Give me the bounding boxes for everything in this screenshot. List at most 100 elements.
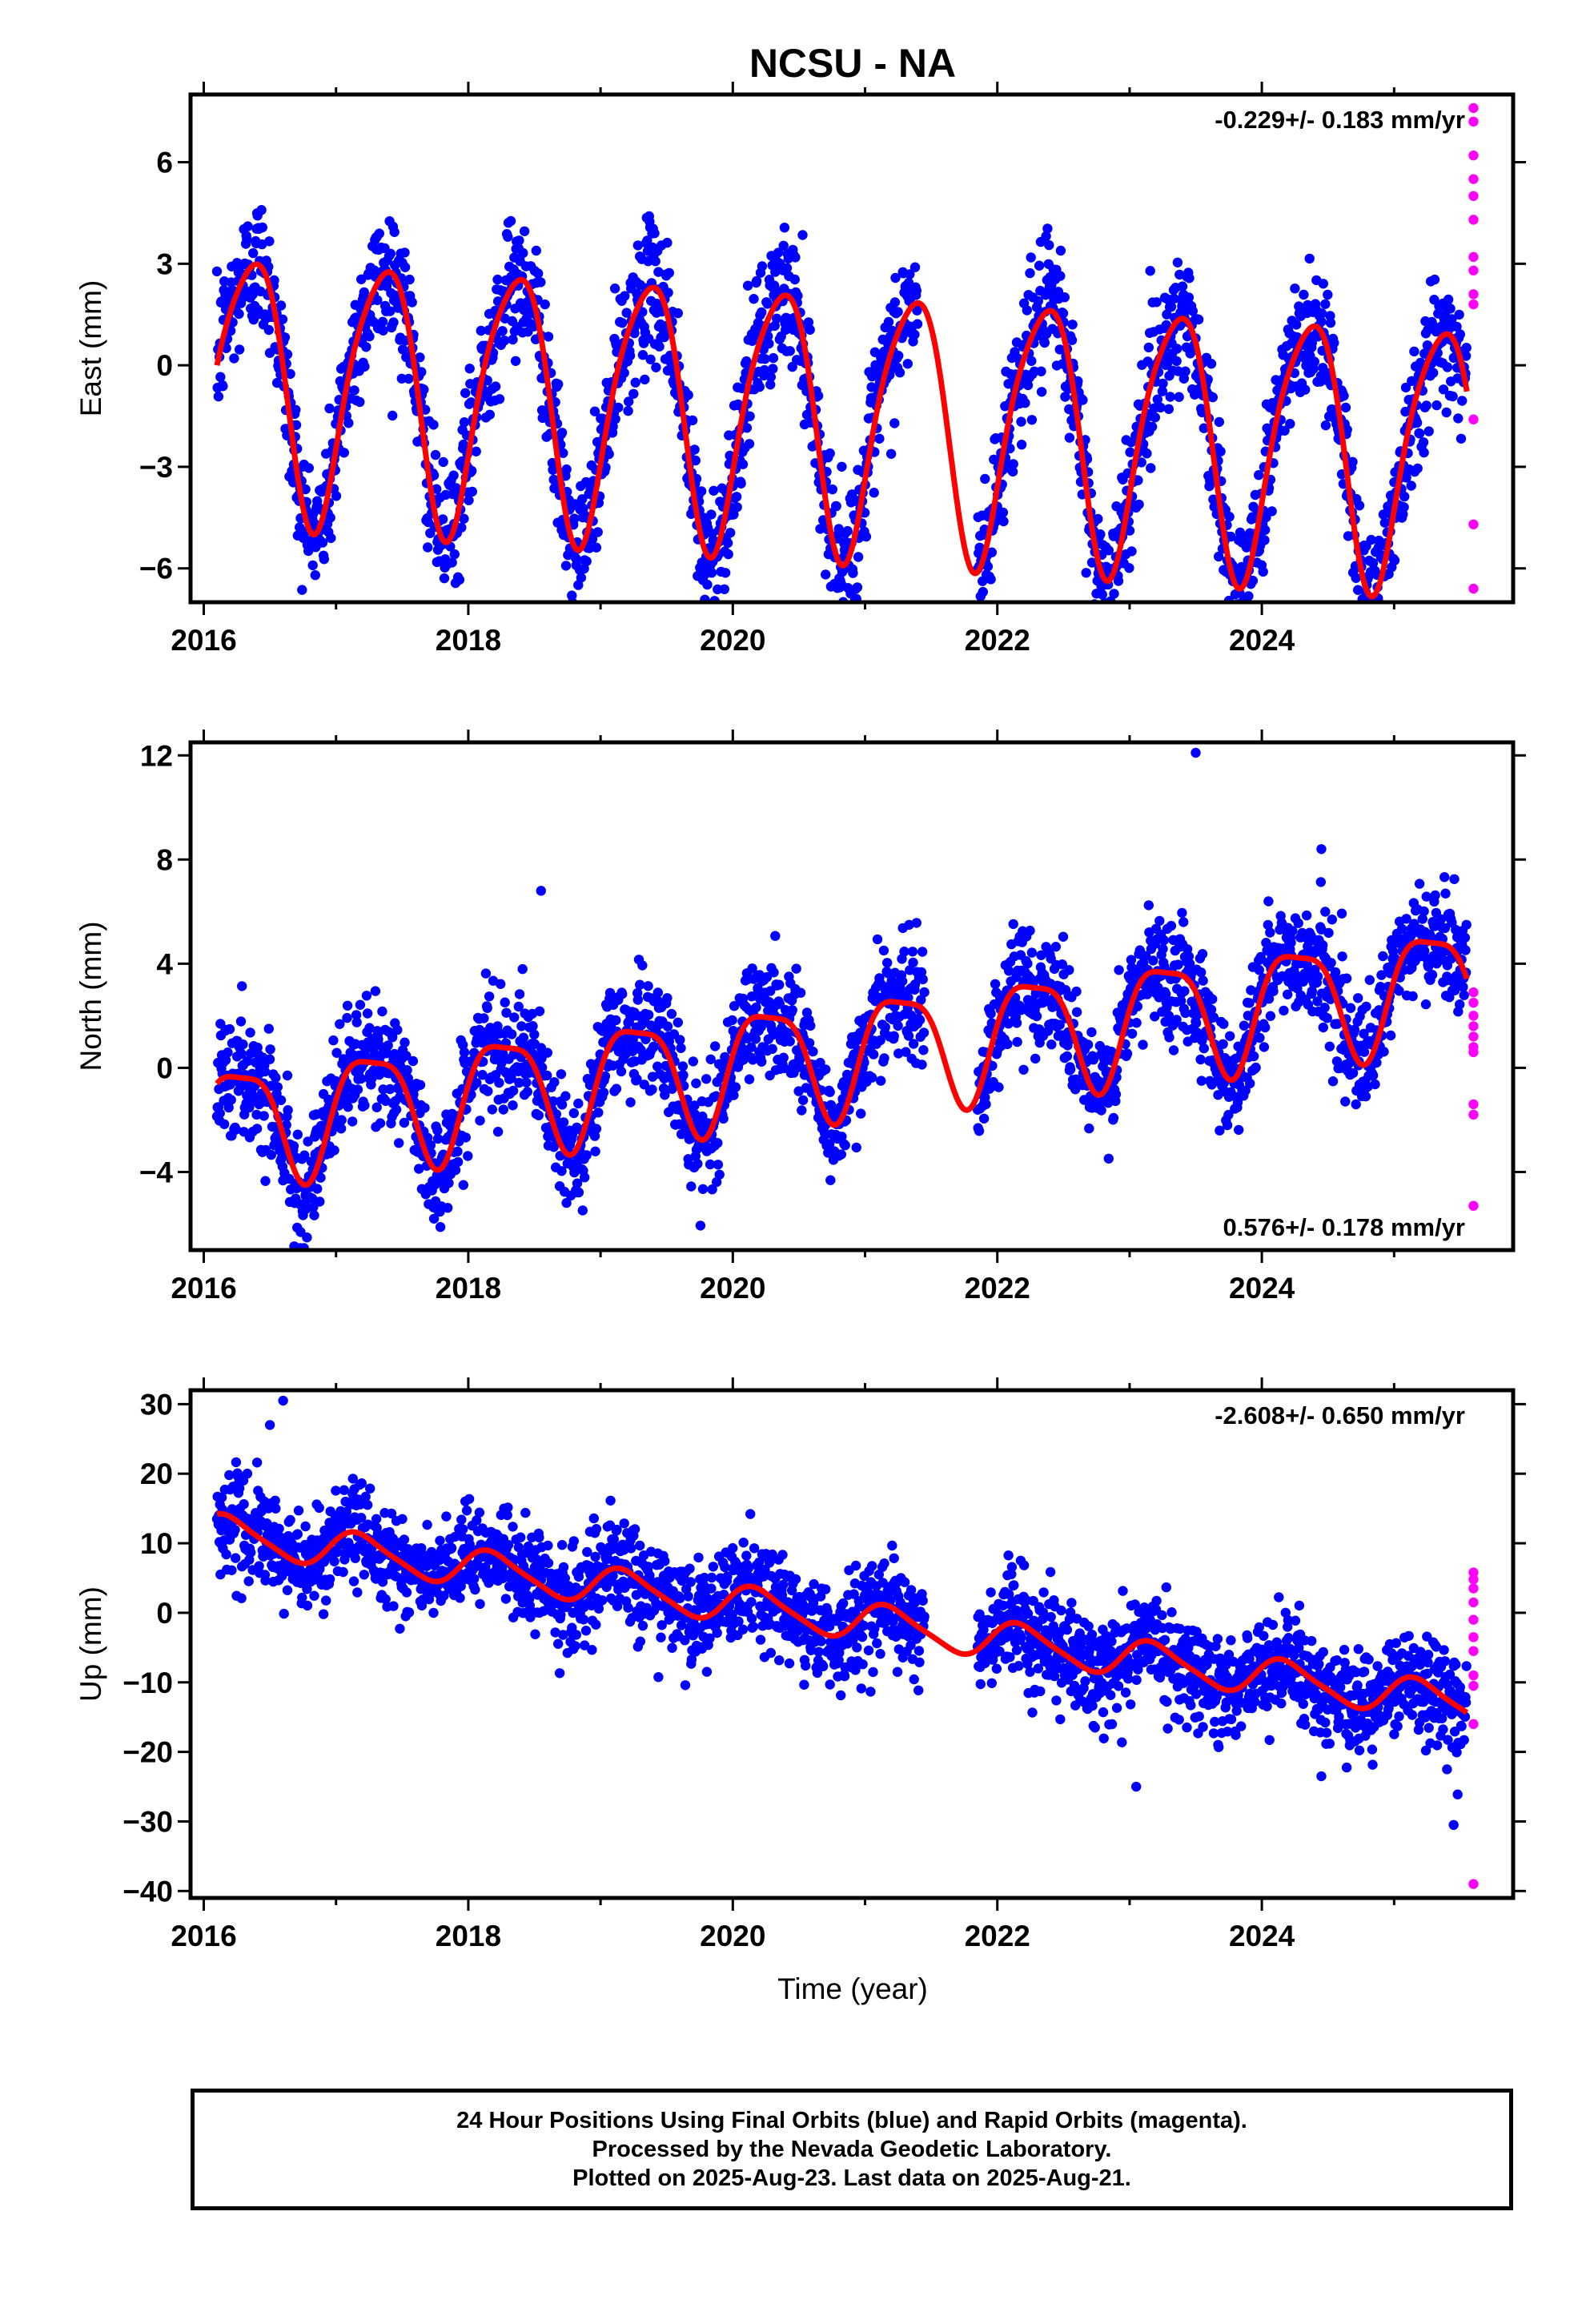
north-final-point <box>899 947 909 957</box>
north-final-point <box>994 1082 1004 1092</box>
north-final-point <box>678 1070 689 1080</box>
east-final-point <box>364 331 375 342</box>
east-final-point <box>1342 424 1352 435</box>
north-final-orbit-points <box>211 747 1472 1250</box>
east-final-point <box>1323 289 1333 300</box>
north-final-point <box>463 1151 473 1161</box>
east-final-point <box>696 486 707 497</box>
east-final-point <box>456 522 467 533</box>
east-final-point <box>1058 308 1069 319</box>
east-final-point <box>1358 624 1367 633</box>
east-final-point <box>1008 459 1018 469</box>
east-final-point <box>1110 629 1119 638</box>
north-final-point <box>893 1048 904 1059</box>
north-final-point <box>308 1202 319 1212</box>
north-final-point <box>343 1102 353 1112</box>
east-final-point <box>1146 421 1158 432</box>
east-final-point <box>744 439 755 449</box>
east-final-point <box>1329 337 1339 348</box>
east-final-point <box>484 409 495 420</box>
north-y-tick-label: 4 <box>156 947 173 980</box>
north-final-point <box>795 987 806 998</box>
north-final-point <box>1287 926 1298 936</box>
north-final-point <box>381 1047 392 1059</box>
north-final-point <box>1345 1003 1356 1013</box>
north-final-point <box>837 1132 847 1142</box>
east-rate-label: -0.229+/- 0.183 mm/yr <box>1215 106 1465 134</box>
north-final-point <box>1460 932 1471 943</box>
north-final-point <box>452 1156 464 1168</box>
east-final-point <box>297 585 307 595</box>
north-final-point <box>484 991 495 1002</box>
east-x-tick-label: 2022 <box>965 624 1030 657</box>
north-final-point <box>364 1023 375 1033</box>
east-final-point <box>1360 604 1370 613</box>
north-final-point <box>246 1048 256 1059</box>
north-final-point <box>435 1222 446 1232</box>
north-final-point <box>744 1074 755 1084</box>
north-final-point <box>514 989 525 999</box>
north-final-point <box>1301 910 1312 921</box>
north-final-point <box>1158 935 1170 946</box>
east-final-point <box>1379 517 1391 528</box>
north-final-point <box>259 1111 269 1121</box>
east-final-point <box>1033 296 1044 307</box>
north-final-point <box>356 1073 367 1084</box>
north-final-point <box>652 987 663 998</box>
north-final-point <box>556 1069 567 1080</box>
north-final-point <box>1427 970 1438 980</box>
east-final-point <box>762 299 773 309</box>
north-final-point <box>226 1095 236 1105</box>
north-final-point <box>1254 965 1265 975</box>
north-final-point <box>1263 896 1274 907</box>
east-final-point <box>447 557 457 568</box>
north-final-point <box>223 1047 233 1058</box>
north-final-point <box>590 1146 600 1157</box>
east-final-point <box>1226 531 1236 542</box>
east-final-point <box>1299 289 1309 300</box>
north-final-point <box>705 1054 716 1065</box>
east-final-point <box>1241 656 1251 665</box>
north-final-point <box>691 1078 701 1089</box>
north-final-point <box>352 1084 363 1095</box>
north-final-point <box>1421 891 1431 902</box>
east-final-point <box>519 226 530 236</box>
north-final-point <box>383 1040 393 1051</box>
north-final-point <box>1419 906 1429 917</box>
east-final-point <box>709 485 719 496</box>
north-final-point <box>1071 1007 1082 1018</box>
east-final-point <box>706 568 717 578</box>
east-final-point <box>909 329 920 340</box>
east-final-point <box>1187 306 1199 316</box>
north-final-point <box>501 1007 512 1018</box>
north-final-point <box>882 967 893 979</box>
north-final-point <box>573 1098 584 1109</box>
north-final-point <box>1302 959 1312 971</box>
north-final-point <box>1208 1012 1219 1023</box>
east-final-point <box>689 444 700 455</box>
east-final-point <box>741 423 753 433</box>
north-final-point <box>1215 1125 1225 1136</box>
north-rapid-point <box>1468 1099 1479 1110</box>
north-final-point <box>767 1043 777 1055</box>
east-final-point <box>1105 618 1114 628</box>
north-final-point <box>1132 1001 1143 1011</box>
east-final-point <box>1285 419 1295 429</box>
north-final-point <box>312 1184 323 1194</box>
north-final-point <box>908 1039 919 1049</box>
north-final-point <box>542 1047 552 1058</box>
east-final-point <box>1431 400 1442 411</box>
north-final-point <box>1359 1047 1370 1057</box>
north-final-point <box>1141 951 1151 962</box>
east-final-point <box>1375 643 1384 653</box>
north-rapid-point <box>1468 997 1479 1008</box>
east-final-point <box>1411 417 1423 428</box>
east-final-point <box>885 448 897 459</box>
east-final-point <box>978 586 989 597</box>
east-final-point <box>894 368 905 378</box>
north-final-point <box>516 1021 527 1031</box>
north-final-point <box>420 1103 430 1113</box>
north-final-point <box>472 1078 482 1088</box>
east-final-point <box>459 417 470 428</box>
east-final-point <box>770 267 781 277</box>
